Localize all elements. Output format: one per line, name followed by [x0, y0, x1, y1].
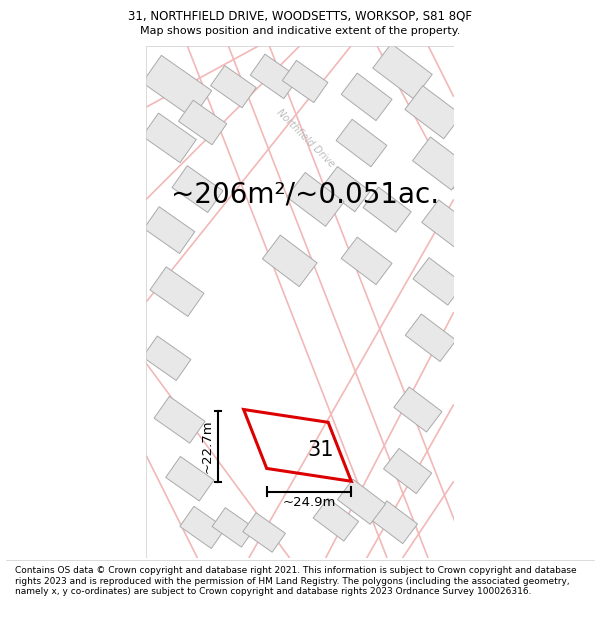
Text: ~22.7m: ~22.7m: [200, 419, 213, 473]
Polygon shape: [287, 173, 344, 226]
Polygon shape: [262, 235, 317, 287]
Polygon shape: [212, 508, 254, 547]
Polygon shape: [283, 61, 328, 102]
Polygon shape: [211, 66, 256, 108]
Polygon shape: [413, 137, 469, 190]
Polygon shape: [405, 314, 456, 361]
Polygon shape: [336, 119, 387, 167]
Polygon shape: [405, 86, 461, 139]
Polygon shape: [383, 448, 432, 494]
Text: 31: 31: [307, 441, 334, 461]
Polygon shape: [250, 54, 299, 99]
Polygon shape: [422, 200, 476, 250]
Polygon shape: [243, 512, 286, 552]
Polygon shape: [313, 498, 359, 541]
Polygon shape: [178, 100, 227, 145]
Polygon shape: [413, 258, 464, 305]
Polygon shape: [337, 479, 386, 524]
Polygon shape: [166, 456, 214, 501]
Polygon shape: [154, 396, 205, 443]
Polygon shape: [144, 207, 195, 254]
Polygon shape: [172, 166, 223, 212]
Polygon shape: [372, 501, 418, 544]
Polygon shape: [322, 166, 370, 212]
Polygon shape: [143, 336, 191, 381]
Polygon shape: [142, 56, 212, 118]
Polygon shape: [142, 113, 196, 162]
Text: Northfield Drive: Northfield Drive: [274, 107, 336, 169]
Polygon shape: [341, 73, 392, 121]
Text: 31, NORTHFIELD DRIVE, WOODSETTS, WORKSOP, S81 8QF: 31, NORTHFIELD DRIVE, WOODSETTS, WORKSOP…: [128, 9, 472, 22]
Polygon shape: [394, 387, 442, 432]
Polygon shape: [373, 44, 432, 99]
Text: Map shows position and indicative extent of the property.: Map shows position and indicative extent…: [140, 26, 460, 36]
Polygon shape: [150, 267, 204, 316]
Text: ~206m²/~0.051ac.: ~206m²/~0.051ac.: [171, 180, 439, 208]
Polygon shape: [180, 506, 226, 549]
Polygon shape: [363, 187, 411, 232]
Polygon shape: [341, 237, 392, 284]
Text: Contains OS data © Crown copyright and database right 2021. This information is : Contains OS data © Crown copyright and d…: [15, 566, 577, 596]
Text: ~24.9m: ~24.9m: [282, 496, 335, 509]
